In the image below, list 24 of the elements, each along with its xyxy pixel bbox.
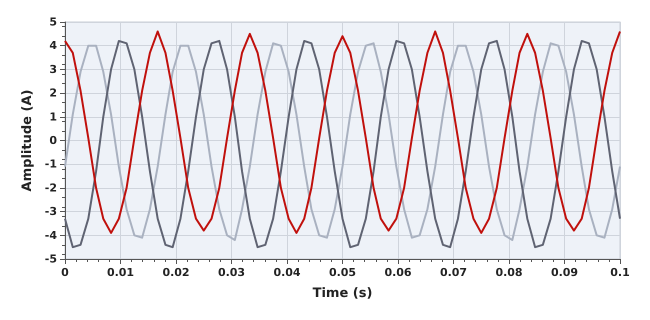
y-tick-label: 5 bbox=[49, 16, 57, 28]
y-tick-label: 4 bbox=[49, 39, 58, 52]
y-tick-label: -3 bbox=[44, 205, 57, 218]
x-tick-label: 0.02 bbox=[162, 266, 190, 279]
y-tick-label: 3 bbox=[49, 62, 57, 76]
y-tick-label: 0 bbox=[49, 134, 58, 147]
y-tick-label: 1 bbox=[49, 110, 57, 124]
y-tick-label: 2 bbox=[49, 86, 57, 100]
x-tick-label: 0.09 bbox=[550, 266, 578, 279]
x-axis-title: Time (s) bbox=[312, 286, 372, 301]
y-tick-label: -1 bbox=[44, 158, 57, 171]
x-tick-label: 0.01 bbox=[106, 266, 134, 279]
x-tick-label: 0.06 bbox=[384, 266, 412, 279]
x-tick-label: 0.05 bbox=[328, 266, 356, 279]
x-tick-label: 0 bbox=[61, 266, 70, 279]
x-tick-label: 0.04 bbox=[273, 266, 301, 279]
y-tick-label: -2 bbox=[44, 181, 57, 194]
x-tick-label: 0.07 bbox=[440, 266, 468, 279]
x-tick-label: 0.03 bbox=[218, 266, 246, 279]
x-tick-label: 0.08 bbox=[495, 266, 523, 279]
x-tick-label: 0.1 bbox=[610, 266, 630, 279]
y-axis-title: Amplitude (A) bbox=[20, 90, 35, 192]
y-tick-label: -5 bbox=[44, 252, 57, 266]
y-tick-label: -4 bbox=[44, 228, 58, 242]
